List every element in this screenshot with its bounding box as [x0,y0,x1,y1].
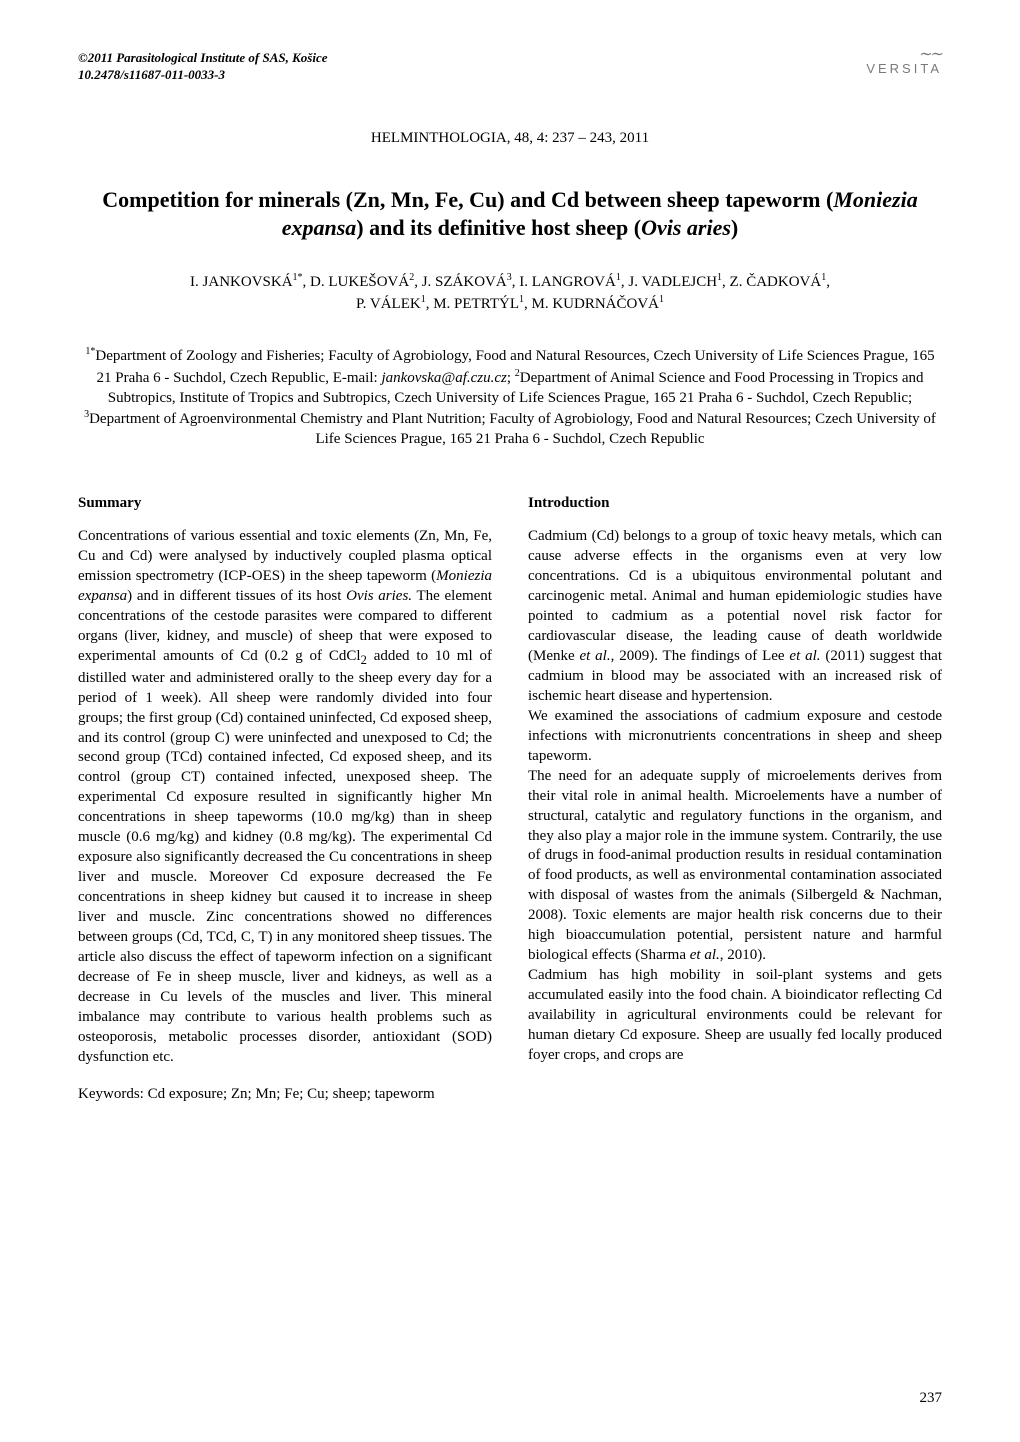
page-number: 237 [920,1388,943,1408]
right-column: Introduction Cadmium (Cd) belongs to a g… [528,494,942,1106]
author: M. KUDRNÁČOVÁ1 [532,296,665,312]
journal-reference: HELMINTHOLOGIA, 48, 4: 237 – 243, 2011 [78,128,942,148]
summary-paragraph: Concentrations of various essential and … [78,527,492,1067]
article-title: Competition for minerals (Zn, Mn, Fe, Cu… [78,186,942,241]
summary-heading: Summary [78,494,492,514]
keywords-line: Keywords: Cd exposure; Zn; Mn; Fe; Cu; s… [78,1085,492,1105]
affiliations-block: 1*Department of Zoology and Fisheries; F… [78,345,942,449]
publisher-name: VERSITA [866,60,942,78]
intro-paragraph-4: Cadmium has high mobility in soil-plant … [528,966,942,1066]
author: M. PETRTÝL1 [433,296,524,312]
author: I. LANGROVÁ1 [519,274,621,290]
author: J. SZÁKOVÁ3 [422,274,512,290]
author: J. VADLEJCH1 [628,274,722,290]
author: I. JANKOVSKÁ1* [190,274,303,290]
left-column: Summary Concentrations of various essent… [78,494,492,1106]
copyright-block: ©2011 Parasitological Institute of SAS, … [78,50,328,84]
intro-paragraph-2: We examined the associations of cadmium … [528,707,942,767]
intro-paragraph-1: Cadmium (Cd) belongs to a group of toxic… [528,527,942,706]
publisher-logo: ∼∼ VERSITA [866,50,942,77]
doi-line: 10.2478/s11687-011-0033-3 [78,67,328,84]
author: D. LUKEŠOVÁ2 [310,274,414,290]
intro-paragraph-3: The need for an adequate supply of micro… [528,767,942,966]
author: Z. ČADKOVÁ1 [730,274,827,290]
publisher-tilde-icon: ∼∼ [919,50,942,60]
authors-block: I. JANKOVSKÁ1*, D. LUKEŠOVÁ2, J. SZÁKOVÁ… [78,271,942,315]
introduction-heading: Introduction [528,494,942,514]
contact-email: jankovska@af.czu.cz [381,370,506,386]
author: P. VÁLEK1 [356,296,426,312]
body-columns: Summary Concentrations of various essent… [78,494,942,1106]
copyright-line-1: ©2011 Parasitological Institute of SAS, … [78,50,328,67]
